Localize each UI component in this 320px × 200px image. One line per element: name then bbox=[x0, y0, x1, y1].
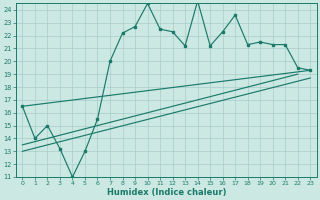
X-axis label: Humidex (Indice chaleur): Humidex (Indice chaleur) bbox=[107, 188, 226, 197]
